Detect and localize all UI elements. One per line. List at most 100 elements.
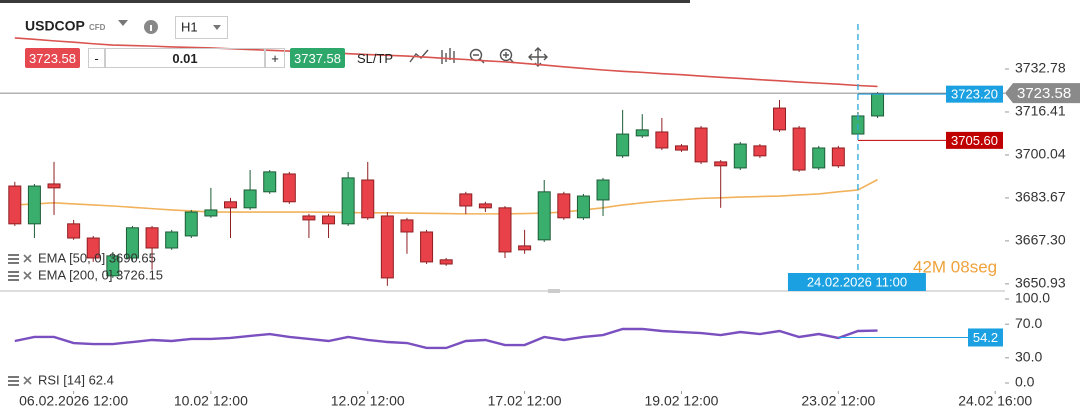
candle-body bbox=[223, 201, 237, 209]
x-tick-label: 10.02 12:00 bbox=[174, 393, 248, 409]
candle-body bbox=[282, 173, 296, 203]
candle-body bbox=[86, 237, 100, 259]
x-tick-label: 23.02 12:00 bbox=[801, 393, 875, 409]
price-tag-label: 3705.60 bbox=[951, 133, 998, 148]
y-tick-label: 3700.04 bbox=[1015, 146, 1066, 162]
y-tick-label: 3683.67 bbox=[1015, 189, 1066, 205]
lot-input[interactable]: 0.01 bbox=[105, 48, 265, 68]
y-tick-label: 3650.93 bbox=[1015, 275, 1066, 291]
panel-handle[interactable] bbox=[548, 289, 560, 293]
candle-body bbox=[596, 179, 610, 201]
candle-body bbox=[165, 231, 179, 249]
candle-body bbox=[439, 259, 453, 265]
candle-body bbox=[498, 207, 512, 253]
series-line bbox=[14, 178, 878, 215]
candle-body bbox=[420, 231, 434, 263]
timeframe-arrow bbox=[213, 25, 221, 30]
candle-body bbox=[831, 147, 845, 167]
y-tick-label: 30.0 bbox=[1015, 349, 1042, 365]
candle-body bbox=[322, 215, 336, 225]
series-line bbox=[14, 327, 878, 350]
timeframe-box[interactable] bbox=[175, 16, 228, 39]
legend-icons bbox=[8, 254, 19, 386]
legend-entry: EMA [50, 0] 3690.65 bbox=[38, 250, 156, 265]
candle-tool[interactable] bbox=[441, 48, 455, 64]
x-tick-label: 06.02.2026 12:00 bbox=[19, 393, 128, 409]
info-icon-mark bbox=[150, 25, 152, 31]
candle-body bbox=[27, 185, 41, 225]
candle-body bbox=[655, 131, 669, 149]
y-tick-label: 0.0 bbox=[1015, 374, 1035, 390]
candle-body bbox=[616, 133, 630, 157]
candle-body bbox=[204, 209, 218, 217]
x-tick-label: 24.02 16:00 bbox=[958, 393, 1032, 409]
pan-tool[interactable] bbox=[528, 47, 548, 67]
x-tick-label: 19.02 12:00 bbox=[644, 393, 718, 409]
candle-body bbox=[361, 179, 375, 219]
candle-body bbox=[106, 255, 120, 277]
candle-body bbox=[576, 195, 590, 219]
price-tag bbox=[946, 85, 1003, 103]
candle-body bbox=[125, 227, 139, 259]
candle-body bbox=[694, 127, 708, 163]
lot-increase[interactable]: + bbox=[265, 48, 285, 68]
y-tick-label: 100.0 bbox=[1015, 290, 1050, 306]
candle-body bbox=[773, 107, 787, 131]
price-tag-label: 3723.58 bbox=[1017, 85, 1071, 102]
rsi-marker-label: 54.2 bbox=[973, 330, 998, 345]
crosshair-label: 24.02.2026 11:00 bbox=[807, 274, 907, 289]
sltp-button[interactable]: SL/TP bbox=[356, 50, 394, 66]
legend-entry: RSI [14] 62.4 bbox=[38, 372, 114, 387]
crosshair-label-box bbox=[787, 273, 926, 291]
legend-entry: EMA [200, 0] 3726.15 bbox=[38, 267, 163, 282]
candle-body bbox=[478, 203, 492, 209]
candle-body bbox=[792, 127, 806, 171]
symbol: USDCOP bbox=[25, 18, 85, 34]
candle-body bbox=[537, 191, 551, 241]
candle-body bbox=[635, 129, 649, 137]
lot-decrease[interactable]: - bbox=[88, 48, 105, 68]
candle-body bbox=[341, 177, 355, 225]
candle-body bbox=[145, 227, 159, 249]
candle-body bbox=[733, 143, 747, 169]
candle-body bbox=[243, 189, 257, 209]
candle-body bbox=[184, 211, 198, 237]
candle-body bbox=[263, 171, 277, 193]
rsi-marker-box bbox=[968, 328, 1003, 347]
price-tag bbox=[946, 131, 1003, 149]
y-tick-label: 3667.30 bbox=[1015, 232, 1066, 248]
price-tag bbox=[1005, 83, 1080, 104]
candle-body bbox=[47, 183, 61, 189]
candle-body bbox=[714, 161, 728, 167]
candle-body bbox=[812, 147, 826, 169]
buy-button[interactable]: 3737.58 bbox=[290, 48, 345, 68]
candle-body bbox=[871, 93, 885, 117]
y-tick-label: 3732.78 bbox=[1015, 60, 1066, 76]
x-tick-label: 12.02 12:00 bbox=[331, 393, 405, 409]
zoom-in[interactable] bbox=[499, 48, 513, 62]
candle-body bbox=[753, 145, 767, 157]
candle-body bbox=[302, 215, 316, 221]
symbol-dropdown[interactable] bbox=[118, 20, 128, 26]
series-line bbox=[14, 37, 878, 88]
candle-body bbox=[8, 185, 22, 225]
candle-body bbox=[557, 193, 571, 219]
sell-button[interactable]: 3723.58 bbox=[25, 48, 80, 68]
y-tick-label: 3716.41 bbox=[1015, 103, 1066, 119]
symbol-type: CFD bbox=[89, 23, 106, 32]
timeframe: H1 bbox=[181, 19, 198, 34]
x-tick-label: 17.02 12:00 bbox=[488, 393, 562, 409]
candle-body bbox=[67, 223, 81, 239]
candle-body bbox=[459, 193, 473, 207]
candle-body bbox=[674, 145, 688, 151]
y-tick-label: 70.0 bbox=[1015, 315, 1042, 331]
candle-body bbox=[400, 219, 414, 233]
candle-body bbox=[518, 245, 532, 251]
top-bar bbox=[0, 0, 690, 3]
price-tag-label: 3723.20 bbox=[951, 87, 998, 102]
candle-body bbox=[380, 215, 394, 279]
countdown: 42M 08seg bbox=[913, 257, 997, 276]
legend-close-icons[interactable] bbox=[23, 254, 32, 385]
